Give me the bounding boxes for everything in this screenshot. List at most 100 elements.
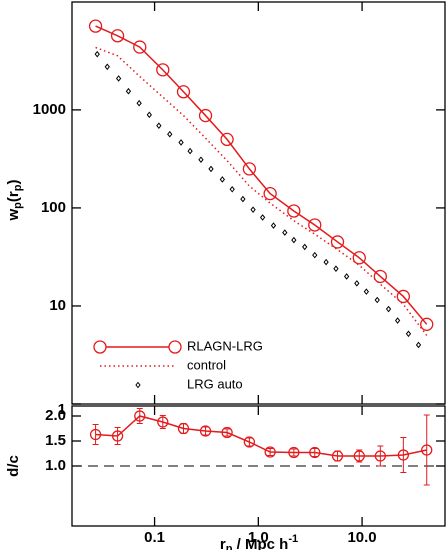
x-tick-label: 0.1 xyxy=(144,529,165,546)
point xyxy=(104,63,110,71)
y-label-part: (r xyxy=(5,191,22,202)
y-tick-label: 10 xyxy=(49,297,66,314)
legend-marker xyxy=(93,340,107,354)
point xyxy=(178,139,184,146)
y-tick-label: 1.5 xyxy=(45,432,66,449)
legend-label: control xyxy=(187,357,226,372)
point xyxy=(374,296,380,304)
x-label-part: -1 xyxy=(288,533,298,545)
point xyxy=(176,85,191,99)
point xyxy=(115,75,122,82)
point xyxy=(330,235,345,249)
point xyxy=(156,122,162,129)
x-label-part: / Mpc h xyxy=(232,536,288,550)
point xyxy=(133,40,147,54)
x-label-part: p xyxy=(226,543,233,550)
legend-label: RLAGN-LRG xyxy=(187,338,263,353)
point xyxy=(221,426,233,439)
point xyxy=(219,176,225,183)
point xyxy=(259,214,266,221)
y-label-part: p xyxy=(12,184,24,191)
point xyxy=(312,251,318,259)
point xyxy=(309,446,321,459)
point xyxy=(373,269,387,284)
y-label-part: p xyxy=(12,202,24,209)
error-bar xyxy=(400,437,407,473)
point xyxy=(208,165,214,173)
point xyxy=(354,280,360,287)
error-bar xyxy=(377,445,384,467)
y-tick-label: 1.0 xyxy=(45,457,66,474)
point xyxy=(89,428,102,441)
point xyxy=(134,410,146,422)
point xyxy=(198,108,213,123)
y-label: wp(rp) xyxy=(5,180,24,222)
error-bar xyxy=(290,448,297,457)
point xyxy=(263,186,277,201)
error-bar xyxy=(92,424,99,445)
point xyxy=(125,87,132,95)
point xyxy=(243,436,256,448)
point xyxy=(187,147,193,155)
point xyxy=(396,289,411,304)
point xyxy=(353,450,365,462)
y-tick-label: 1000 xyxy=(33,101,66,118)
y-tick-label: 1 xyxy=(58,401,66,418)
y-label-part: w xyxy=(5,208,22,221)
error-bar xyxy=(267,448,274,456)
point xyxy=(110,29,125,43)
point xyxy=(421,444,433,456)
point xyxy=(220,132,234,147)
point xyxy=(415,341,422,349)
series-line xyxy=(95,25,428,325)
ratio-line xyxy=(95,415,427,457)
error-bar xyxy=(114,427,121,445)
point xyxy=(308,218,322,232)
point xyxy=(394,317,401,324)
point xyxy=(177,422,190,435)
x-label-part: r xyxy=(220,536,226,550)
point xyxy=(229,185,235,193)
error-bar xyxy=(224,428,231,437)
point xyxy=(167,130,173,138)
legend-label: LRG auto xyxy=(187,376,243,391)
point xyxy=(363,288,370,295)
point xyxy=(198,156,204,164)
point xyxy=(94,50,100,58)
x-tick-label: 1.0 xyxy=(248,529,269,546)
point xyxy=(242,162,257,176)
x-tick-label: 10.0 xyxy=(347,529,376,546)
point xyxy=(343,273,350,280)
point xyxy=(333,265,339,272)
y-label-part: ) xyxy=(5,180,22,185)
point xyxy=(420,317,434,331)
point xyxy=(199,425,212,437)
error-bar xyxy=(246,437,253,447)
point xyxy=(156,63,170,77)
error-bar xyxy=(423,414,430,486)
x-label: rp / Mpc h-1 xyxy=(220,533,298,550)
point xyxy=(352,251,366,265)
series-line xyxy=(95,46,428,336)
point xyxy=(136,99,142,107)
error-bar xyxy=(159,415,166,429)
point xyxy=(250,206,256,213)
point xyxy=(374,450,386,462)
legend-marker xyxy=(135,381,141,389)
point xyxy=(291,236,297,244)
point xyxy=(111,430,124,442)
point xyxy=(397,449,410,461)
point xyxy=(288,446,300,459)
y-tick-label: 100 xyxy=(41,199,66,216)
point xyxy=(282,229,288,236)
point xyxy=(264,446,276,458)
point xyxy=(240,195,246,203)
point xyxy=(157,416,169,428)
point xyxy=(405,330,412,338)
point xyxy=(323,258,329,266)
point xyxy=(270,222,277,229)
point xyxy=(287,204,301,218)
point xyxy=(146,111,152,119)
error-bar xyxy=(356,449,363,463)
point xyxy=(385,305,392,313)
